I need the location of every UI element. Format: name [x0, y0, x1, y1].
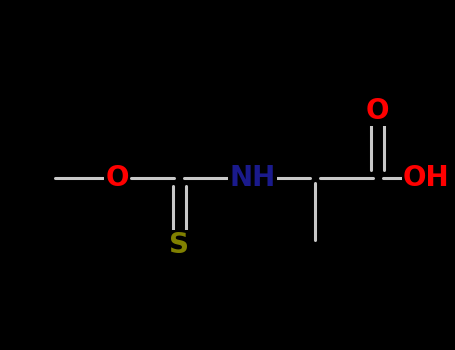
- Text: O: O: [366, 97, 389, 125]
- Text: OH: OH: [403, 164, 450, 192]
- Text: NH: NH: [230, 164, 276, 192]
- Text: O: O: [105, 164, 129, 192]
- Text: S: S: [169, 231, 189, 259]
